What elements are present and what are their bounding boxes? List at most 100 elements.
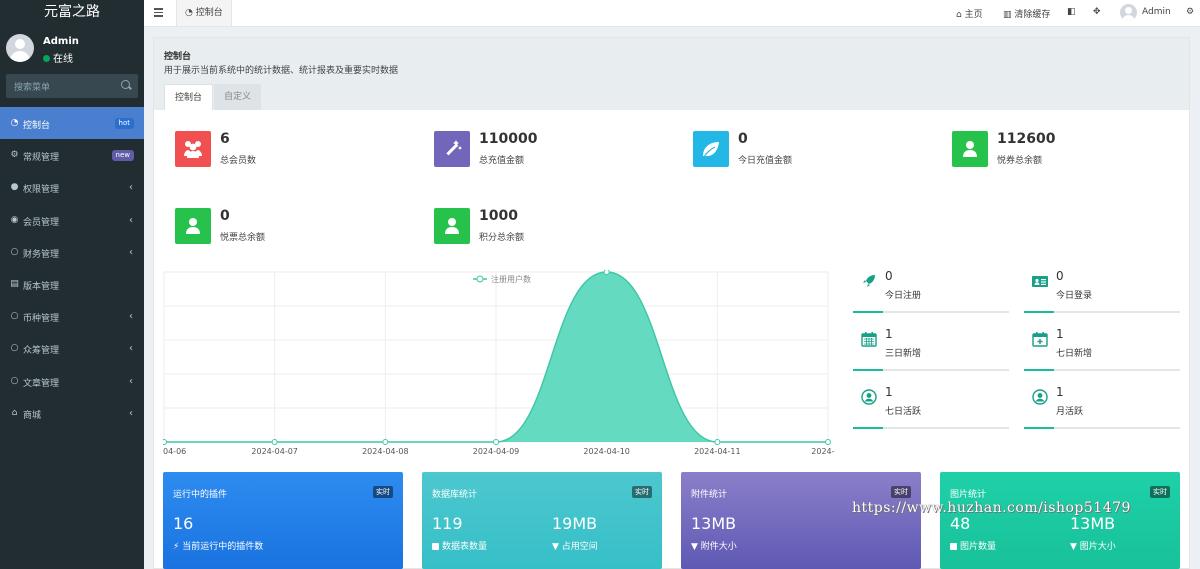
mini-stat-value: 1 (885, 385, 893, 399)
sidebar-item-label: 币种管理 (23, 314, 60, 325)
image-icon (950, 543, 957, 550)
stat-label: 今日充值金额 (738, 156, 793, 166)
sidebar-search-input[interactable]: 搜索菜单 (6, 74, 138, 98)
realtime-badge: 实时 (632, 486, 652, 498)
chevron-left-icon: ‹ (129, 343, 133, 355)
data-point (714, 439, 721, 445)
tab-custom[interactable]: 自定义 (214, 84, 262, 110)
mini-stat-underline (1024, 311, 1054, 313)
card-label-text: 数据表数量 (442, 542, 488, 552)
stat-points-balance: 1000 积分总余额 (434, 208, 674, 258)
filter-icon: ▼ (552, 542, 559, 552)
top-avatar[interactable] (1120, 4, 1137, 21)
filter-icon: ▼ (1070, 542, 1077, 552)
chevron-left-icon: ‹ (129, 311, 133, 323)
sidebar-item-crowdfunding[interactable]: ○ 众筹管理 ‹ (0, 332, 144, 364)
circle-icon: ○ (10, 375, 19, 386)
realtime-badge: 实时 (891, 486, 911, 498)
sidebar-item-label: 众筹管理 (23, 346, 60, 357)
stat-coupon-balance: 112600 悦券总余额 (952, 131, 1192, 181)
clear-cache-label: 清除缓存 (1014, 10, 1051, 20)
sidebar-item-articles[interactable]: ○ 文章管理 ‹ (0, 365, 144, 397)
mini-stat-underline (1024, 427, 1054, 429)
sidebar-item-versions[interactable]: ▤ 版本管理 (0, 268, 144, 300)
card-title: 数据库统计 (432, 490, 478, 500)
magic-icon: ⚡ (173, 542, 180, 552)
watermark: https://www.huzhan.com/ishop51479 (852, 500, 1131, 516)
stat-label: 悦票总余额 (220, 233, 266, 243)
group-icon: ● (10, 182, 19, 193)
stat-total-members: 6 总会员数 (175, 131, 415, 181)
tab-dashboard[interactable]: ◔ 控制台 (176, 0, 232, 26)
card-label-text: 当前运行中的插件数 (182, 542, 264, 552)
mini-stat-underline (1024, 369, 1054, 371)
realtime-badge: 实时 (1150, 486, 1170, 498)
stat-value: 6 (220, 131, 230, 147)
sidebar-item-permissions[interactable]: ● 权限管理 ‹ (0, 171, 144, 203)
top-right-nav: ⌂ 主页 ▥ 清除缓存 ◧ ✥ Admin ⚙ (940, 0, 1200, 26)
data-point (493, 439, 499, 445)
sidebar-menu: ◔ 控制台 hot ⚙ 常规管理 new ● 权限管理 ‹ ◉ 会员管理 ‹ ○… (0, 107, 144, 429)
user-icon (952, 131, 988, 167)
sidebar-item-general[interactable]: ⚙ 常规管理 new (0, 139, 144, 171)
stat-value: 0 (738, 131, 748, 147)
tab-label: 控制台 (195, 8, 223, 18)
user-name: Admin (43, 36, 79, 47)
card-label-secondary: ▼ 图片大小 (1070, 539, 1116, 552)
sidebar-item-currency[interactable]: ○ 币种管理 ‹ (0, 300, 144, 332)
data-point (163, 439, 167, 445)
stat-label: 积分总余额 (479, 233, 525, 243)
mini-stat-today-login: 0 今日登录 (1024, 266, 1180, 313)
realtime-badge: 实时 (373, 486, 393, 498)
card-value-secondary: 13MB (1070, 514, 1116, 533)
sidebar-item-finance[interactable]: ○ 财务管理 ‹ (0, 236, 144, 268)
calendar-plus-icon (1032, 331, 1048, 347)
settings-gear-icon[interactable]: ⚙ (1186, 7, 1195, 17)
mini-stat-label: 七日新增 (1056, 349, 1093, 359)
user-circle-icon: ◉ (10, 214, 19, 225)
rocket-icon (861, 273, 877, 289)
circle-icon: ○ (10, 343, 19, 354)
card-label: ⚡ 当前运行中的插件数 (173, 539, 263, 552)
legend-swatch-marker (476, 275, 484, 283)
mini-stat-monthly-active: 1 月活跃 (1024, 382, 1180, 429)
new-badge: new (111, 150, 134, 162)
clear-cache-button[interactable]: ▥ 清除缓存 (1003, 7, 1050, 20)
online-dot-icon (43, 55, 50, 62)
panel-title: 控制台 (164, 52, 192, 62)
users-icon (175, 131, 211, 167)
tab-dashboard-panel[interactable]: 控制台 (164, 84, 214, 110)
fullscreen-icon[interactable]: ✥ (1093, 7, 1101, 17)
legend-label: 注册用户数 (491, 274, 531, 284)
stat-value: 112600 (997, 131, 1056, 147)
stat-value: 110000 (479, 131, 538, 147)
menu-toggle-icon[interactable] (154, 8, 163, 17)
sidebar-item-members[interactable]: ◉ 会员管理 ‹ (0, 204, 144, 236)
chevron-left-icon: ‹ (129, 375, 133, 387)
mini-stat-seven-day-active: 1 七日活跃 (853, 382, 1009, 429)
chevron-left-icon: ‹ (129, 407, 133, 419)
stat-value: 1000 (479, 208, 518, 224)
mini-stat-label: 七日活跃 (885, 407, 922, 417)
search-icon[interactable] (121, 80, 130, 89)
card-title: 图片统计 (950, 490, 987, 500)
brand-logo[interactable]: 元富之路 (0, 0, 144, 24)
home-link[interactable]: ⌂ 主页 (956, 7, 983, 20)
data-point (825, 439, 831, 445)
card-database: 数据库统计 实时 119 数据表数量 19MB ▼ 占用空间 (422, 472, 662, 569)
card-label: 图片数量 (950, 539, 996, 552)
card-value: 119 (432, 514, 463, 533)
stat-label: 总充值金额 (479, 156, 525, 166)
x-tick-label: 04-06 (163, 447, 186, 456)
card-value: 48 (950, 514, 971, 533)
sidebar-item-label: 控制台 (23, 121, 51, 131)
stat-total-recharge: 110000 总充值金额 (434, 131, 674, 181)
search-placeholder: 搜索菜单 (14, 83, 51, 93)
hot-badge: hot (114, 118, 134, 129)
magic-icon (434, 131, 470, 167)
card-images: 图片统计 实时 48 图片数量 13MB ▼ 图片大小 (940, 472, 1180, 569)
top-user-name[interactable]: Admin (1142, 7, 1171, 17)
language-icon[interactable]: ◧ (1067, 7, 1076, 17)
sidebar-item-dashboard[interactable]: ◔ 控制台 hot (0, 107, 144, 140)
sidebar-item-shop[interactable]: ⌂ 商城 ‹ (0, 397, 144, 429)
